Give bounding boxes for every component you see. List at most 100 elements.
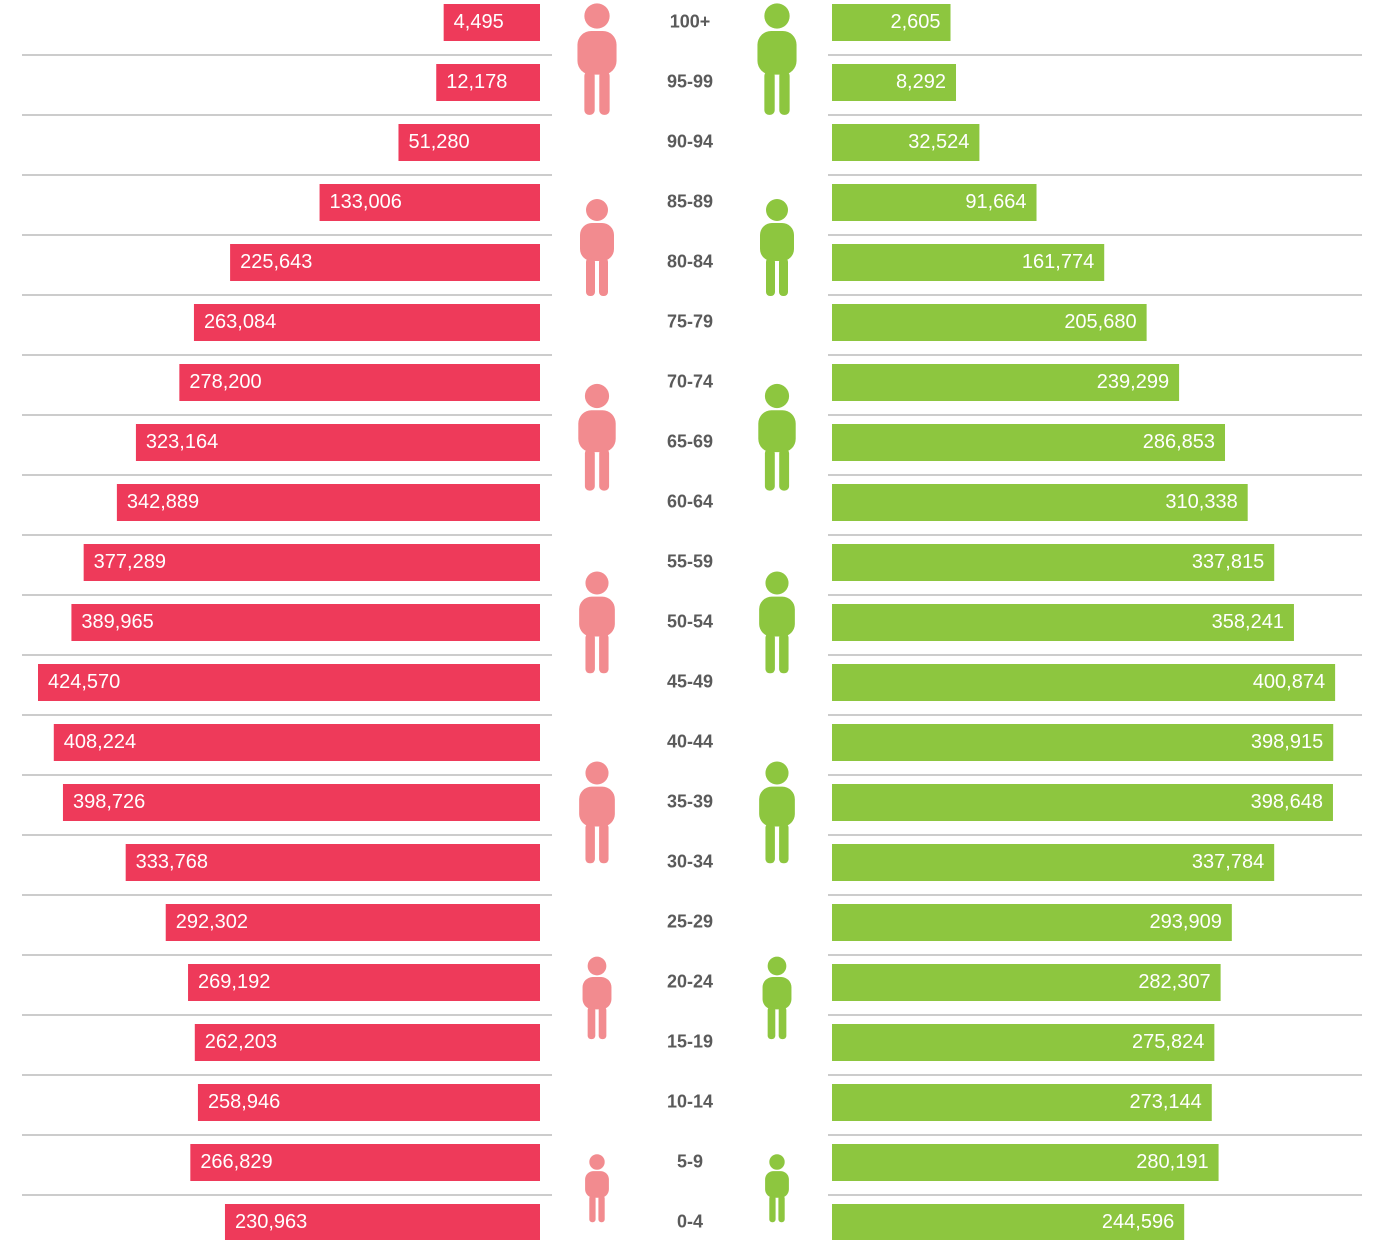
bar [832, 424, 1226, 461]
bar [194, 1024, 540, 1061]
icon-leg [778, 1195, 785, 1223]
icon-body [762, 977, 792, 1010]
bar [832, 544, 1275, 581]
icon-body [582, 977, 612, 1010]
bar [179, 364, 540, 401]
value-label: 225,643 [240, 251, 312, 273]
value-label: 275,824 [1132, 1031, 1204, 1053]
icon-head [584, 3, 610, 29]
age-label: 70-74 [667, 371, 713, 391]
icon-body [759, 786, 795, 827]
icon-leg [599, 823, 609, 864]
person-icon [765, 1154, 789, 1223]
value-label: 51,280 [408, 131, 469, 153]
age-label: 20-24 [667, 971, 713, 991]
value-label: 398,915 [1251, 731, 1323, 753]
icon-body [759, 596, 795, 637]
bar [83, 544, 541, 581]
value-label: 408,224 [64, 731, 136, 753]
icon-leg [599, 448, 610, 491]
icon-body [577, 30, 617, 75]
person-icon [582, 956, 612, 1040]
age-label: 100+ [670, 11, 711, 31]
value-label: 273,144 [1129, 1091, 1201, 1113]
value-label: 342,889 [127, 491, 199, 513]
value-label: 230,963 [235, 1211, 307, 1233]
bar [832, 904, 1232, 941]
value-label: 323,164 [146, 431, 218, 453]
person-icon [579, 571, 615, 674]
age-label: 90-94 [667, 131, 713, 151]
age-label: 80-84 [667, 251, 713, 271]
icon-leg [599, 71, 610, 115]
bar [832, 784, 1333, 821]
bar [230, 244, 540, 281]
value-label: 161,774 [1022, 251, 1094, 273]
value-label: 424,570 [48, 671, 120, 693]
person-icon [578, 383, 616, 491]
person-icon [585, 1154, 609, 1223]
person-icon [579, 761, 615, 864]
value-label: 400,874 [1253, 671, 1325, 693]
icon-head [587, 956, 607, 976]
bar [832, 364, 1180, 401]
bar [224, 1204, 541, 1240]
bar [38, 664, 540, 701]
icon-leg [584, 448, 595, 491]
value-label: 32,524 [908, 131, 969, 153]
icon-body [580, 223, 614, 261]
icon-leg [589, 1195, 596, 1223]
person-icon [757, 3, 797, 115]
age-label: 95-99 [667, 71, 713, 91]
age-label: 15-19 [667, 1031, 713, 1051]
value-label: 293,909 [1150, 911, 1222, 933]
icon-leg [779, 633, 789, 674]
value-label: 8,292 [896, 71, 946, 93]
icon-leg [764, 71, 775, 115]
icon-leg [779, 71, 790, 115]
icon-head [585, 761, 609, 785]
icon-leg [778, 1006, 787, 1040]
age-label: 55-59 [667, 551, 713, 571]
icon-head [584, 383, 610, 409]
bar [832, 244, 1105, 281]
icon-leg [769, 1195, 776, 1223]
value-label: 292,302 [176, 911, 248, 933]
age-label: 50-54 [667, 611, 713, 631]
person-icon [758, 383, 796, 491]
icon-head [589, 1154, 605, 1170]
icon-leg [598, 1195, 605, 1223]
bar [832, 664, 1336, 701]
bar [832, 64, 957, 101]
bar [125, 844, 540, 881]
icon-leg [767, 1006, 776, 1040]
value-label: 2,605 [890, 11, 940, 33]
bar [71, 604, 541, 641]
value-label: 262,203 [205, 1031, 277, 1053]
value-label: 263,084 [204, 311, 276, 333]
bar [443, 4, 540, 41]
person-icon [759, 761, 795, 864]
age-label: 60-64 [667, 491, 713, 511]
bar [832, 1144, 1219, 1181]
value-label: 269,192 [198, 971, 270, 993]
icon-leg [779, 448, 790, 491]
value-label: 310,338 [1165, 491, 1237, 513]
age-label: 65-69 [667, 431, 713, 451]
value-label: 278,200 [189, 371, 261, 393]
bar [319, 184, 540, 221]
bar [116, 484, 541, 521]
age-label: 10-14 [667, 1091, 713, 1111]
icon-leg [779, 258, 788, 296]
age-label: 35-39 [667, 791, 713, 811]
bar [398, 124, 540, 161]
value-label: 258,946 [208, 1091, 280, 1113]
bar [832, 1084, 1212, 1121]
icon-head [586, 199, 608, 221]
age-label: 85-89 [667, 191, 713, 211]
bar [135, 424, 541, 461]
bar [62, 784, 540, 821]
icon-body [760, 223, 794, 261]
